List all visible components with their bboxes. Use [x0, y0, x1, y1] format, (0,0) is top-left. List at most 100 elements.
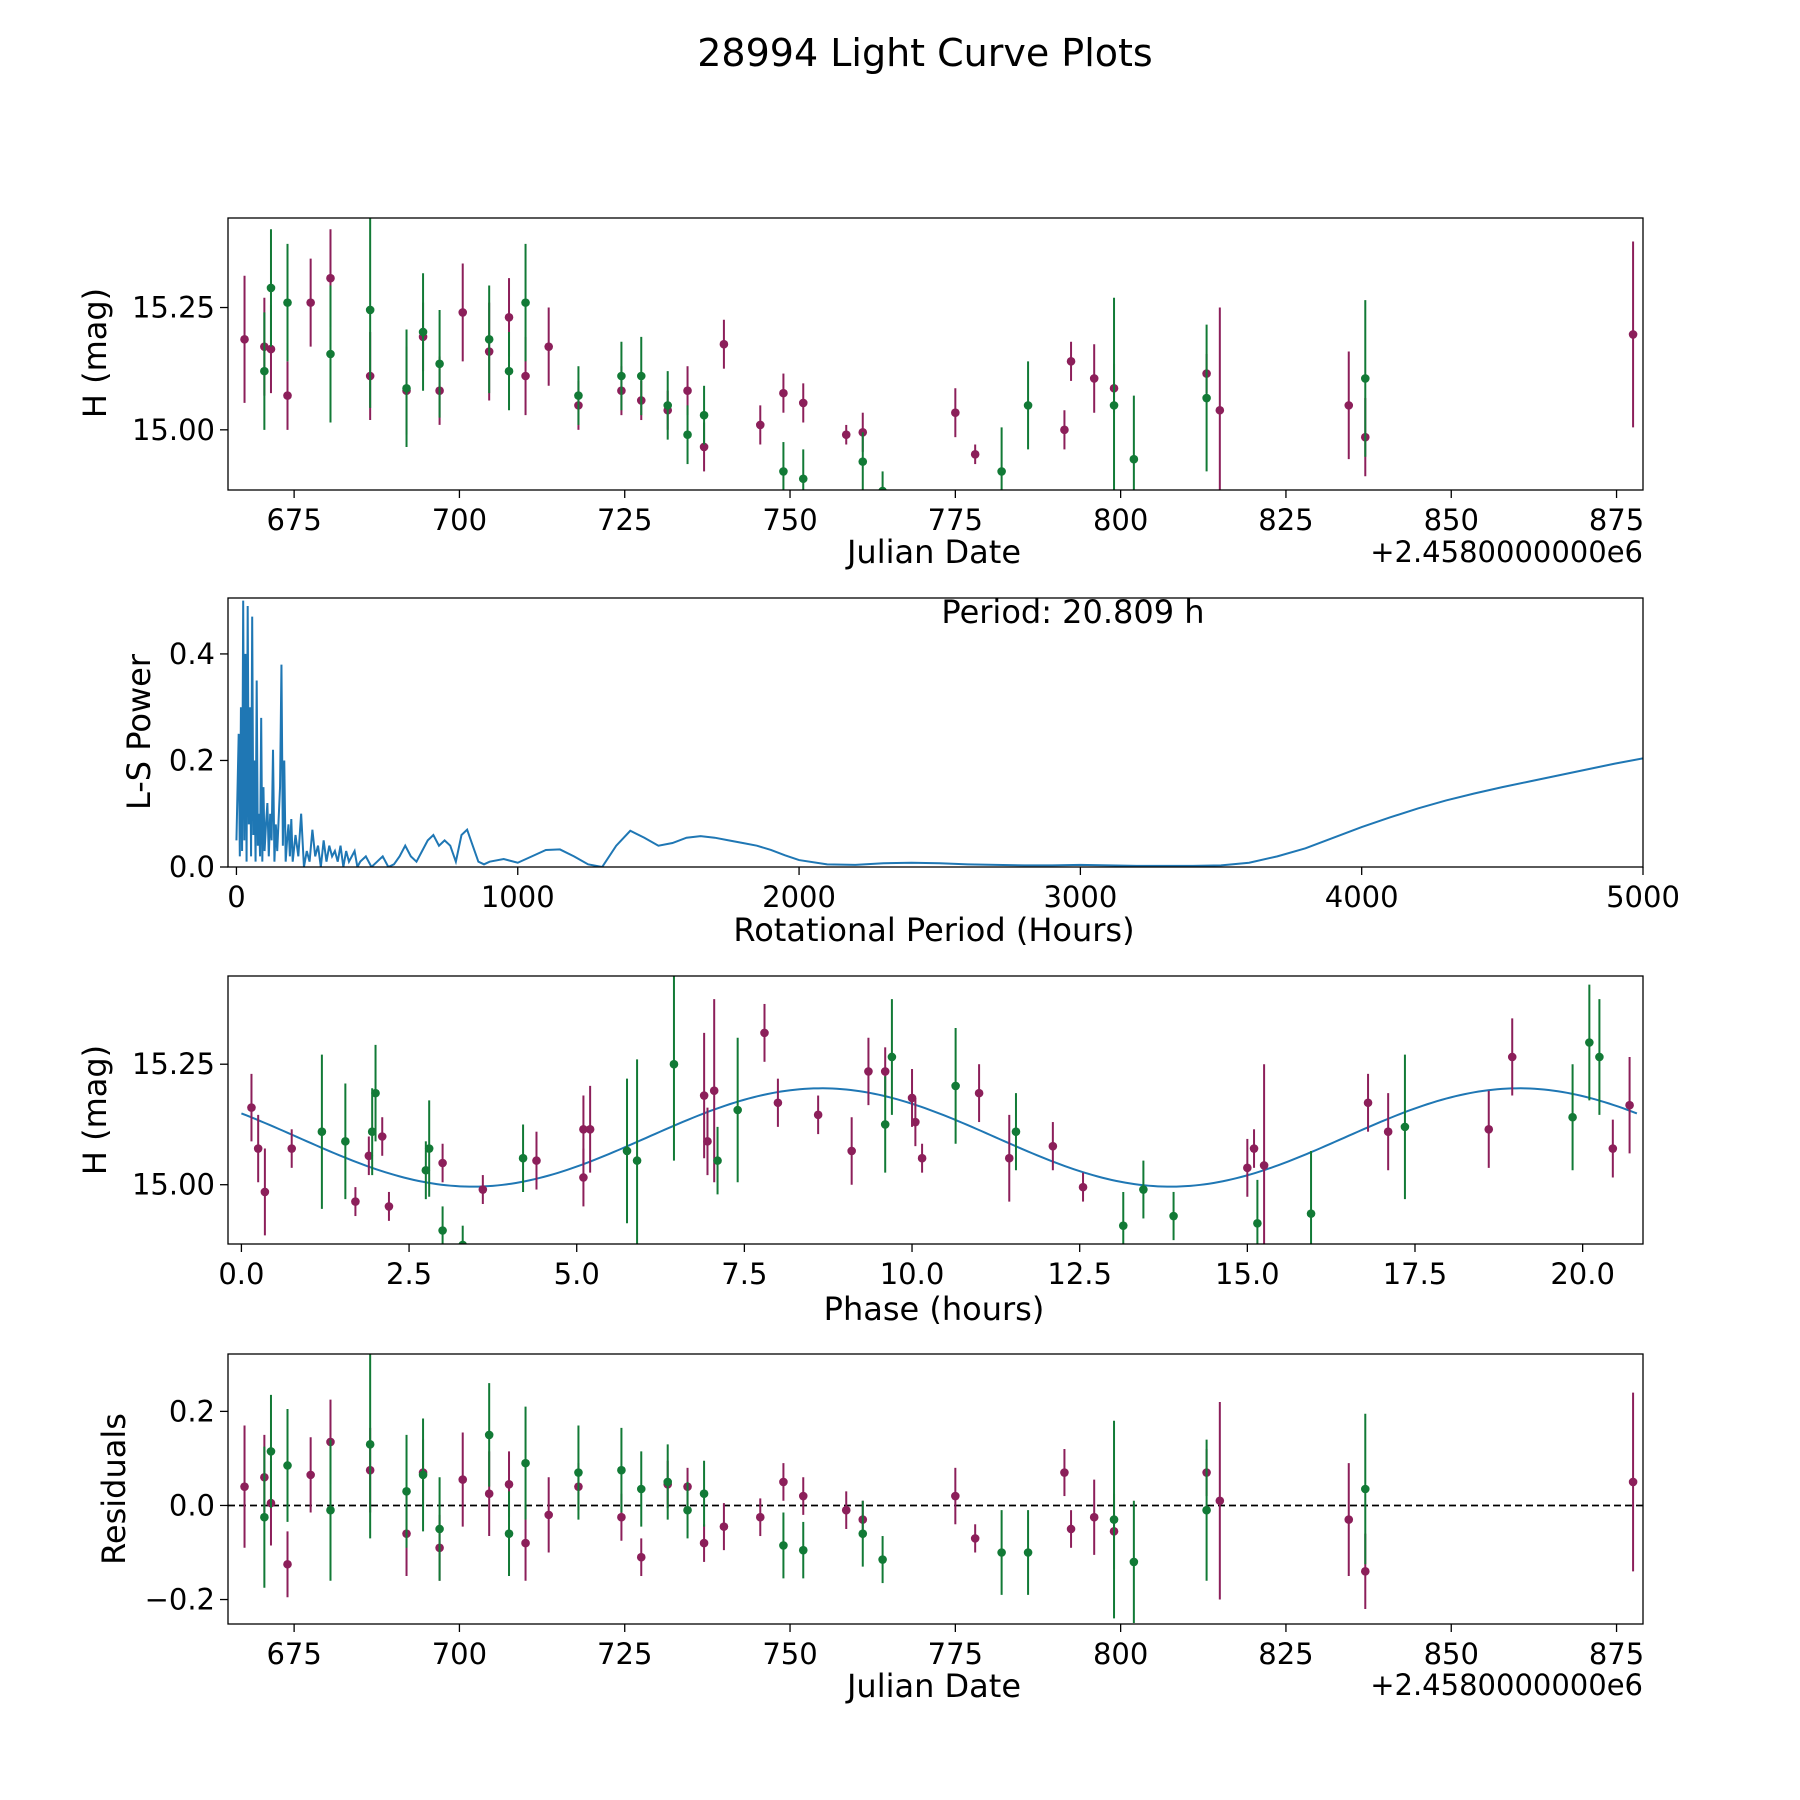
ls-xtick-label: 1000: [481, 880, 555, 914]
resid-xtick-label: 725: [597, 1637, 652, 1671]
phase-point-purple: [438, 1158, 447, 1168]
lc-x-offset: +2.4580000000e6: [1370, 535, 1643, 569]
lc-ytick-label: 15.00: [132, 413, 215, 447]
lc-point-purple: [458, 308, 468, 317]
figure-title: 28994 Light Curve Plots: [697, 31, 1152, 75]
ls-xtick-label: 5000: [1606, 880, 1680, 914]
phase-point-purple: [1259, 1161, 1269, 1170]
phase-point-green: [341, 1137, 350, 1146]
lc-point-purple: [283, 391, 292, 400]
phase-point-purple: [1484, 1124, 1494, 1134]
resid-point-green: [663, 1477, 673, 1487]
lc-data-layer: [240, 218, 1638, 490]
resid-point-green: [435, 1524, 444, 1534]
phase-xtick-label: 12.5: [1047, 1257, 1112, 1291]
phase-point-purple: [1507, 1052, 1517, 1062]
phase-xtick-label: 20.0: [1550, 1257, 1615, 1291]
lc-point-purple: [798, 398, 808, 408]
phase-point-green: [1253, 1218, 1262, 1228]
phase-point-purple: [579, 1173, 588, 1182]
phase-xtick-label: 10.0: [880, 1257, 945, 1291]
lc-point-green: [283, 298, 292, 307]
phase-point-green: [371, 1088, 380, 1098]
resid-point-green: [1202, 1505, 1211, 1515]
lc-point-green: [878, 486, 887, 490]
lc-xtick-label: 800: [1093, 503, 1148, 537]
lc-point-green: [402, 383, 411, 393]
phase-point-purple: [253, 1144, 263, 1153]
phase-point-green: [887, 1052, 897, 1062]
phase-point-green: [1169, 1211, 1178, 1221]
phase-point-purple: [247, 1103, 256, 1112]
resid-xtick-label: 800: [1093, 1637, 1148, 1671]
lc-point-green: [1129, 454, 1139, 464]
phase-point-purple: [1625, 1100, 1634, 1110]
resid-point-green: [1360, 1484, 1370, 1494]
resid-point-green: [504, 1529, 514, 1538]
lc-frame: [227, 217, 1644, 491]
lc-point-purple: [970, 449, 980, 459]
lc-point-purple: [1344, 401, 1354, 410]
resid-point-purple: [283, 1559, 292, 1569]
lc-point-green: [574, 391, 583, 400]
lc-point-green: [326, 349, 335, 359]
lc-point-green: [365, 305, 375, 315]
ls-xtick-label: 3000: [1043, 880, 1117, 914]
resid-point-purple: [544, 1510, 553, 1520]
ls-xtick-label: 2000: [762, 880, 836, 914]
lc-xtick-label: 775: [928, 503, 983, 537]
phase-point-green: [951, 1081, 960, 1091]
ls-ytick-label: 0.4: [169, 637, 215, 671]
lc-point-green: [418, 327, 428, 337]
resid-point-purple: [636, 1552, 646, 1562]
phase-point-purple: [864, 1067, 873, 1076]
phase-point-purple: [907, 1093, 917, 1103]
phase-point-purple: [699, 1091, 709, 1100]
phase-ytick-label: 15.25: [132, 1047, 215, 1081]
resid-point-purple: [1060, 1468, 1069, 1477]
lc-point-green: [663, 401, 673, 410]
phase-point-purple: [585, 1124, 595, 1134]
resid-point-green: [402, 1487, 411, 1496]
resid-xtick-label: 675: [266, 1637, 321, 1671]
resid-point-purple: [1066, 1524, 1076, 1534]
resid-point-purple: [458, 1475, 468, 1484]
ls-xtick-label: 0: [227, 880, 245, 914]
lc-point-green: [858, 457, 868, 466]
phase-point-purple: [760, 1028, 769, 1038]
lc-point-green: [617, 371, 626, 381]
resid-point-green: [283, 1461, 292, 1470]
resid-point-green: [1129, 1557, 1139, 1567]
resid-point-green: [1023, 1548, 1033, 1557]
phase-xtick-label: 5.0: [554, 1257, 600, 1291]
phase-point-green: [1139, 1185, 1148, 1194]
lc-xlabel: Julian Date: [845, 533, 1021, 571]
resid-point-purple: [951, 1491, 960, 1501]
phase-point-green: [518, 1153, 528, 1163]
ls-ytick-label: 0.2: [169, 743, 215, 777]
phase-xlabel: Phase (hours): [824, 1290, 1045, 1328]
lc-point-green: [683, 430, 692, 440]
lc-xtick-label: 675: [266, 503, 321, 537]
phase-point-purple: [377, 1132, 387, 1141]
phase-point-green: [458, 1240, 467, 1244]
phase-point-green: [1400, 1122, 1410, 1132]
lc-point-purple: [1215, 405, 1225, 415]
ls-xlabel: Rotational Period (Hours): [733, 911, 1134, 949]
resid-point-purple: [798, 1491, 808, 1501]
resid-point-purple: [504, 1479, 514, 1489]
resid-point-green: [1109, 1515, 1119, 1524]
resid-xtick-label: 750: [762, 1637, 817, 1671]
phase-point-green: [1118, 1221, 1128, 1230]
phase-frame: [227, 975, 1644, 1245]
phase-point-green: [1595, 1052, 1604, 1062]
lc-point-purple: [1060, 425, 1069, 435]
resid-point-green: [699, 1489, 709, 1499]
lc-point-green: [1023, 401, 1033, 410]
phase-point-green: [367, 1127, 377, 1136]
lc-point-purple: [719, 339, 729, 349]
lc-point-purple: [683, 386, 692, 395]
resid-ytick-label: 0.0: [169, 1488, 215, 1522]
phase-point-purple: [813, 1110, 823, 1120]
